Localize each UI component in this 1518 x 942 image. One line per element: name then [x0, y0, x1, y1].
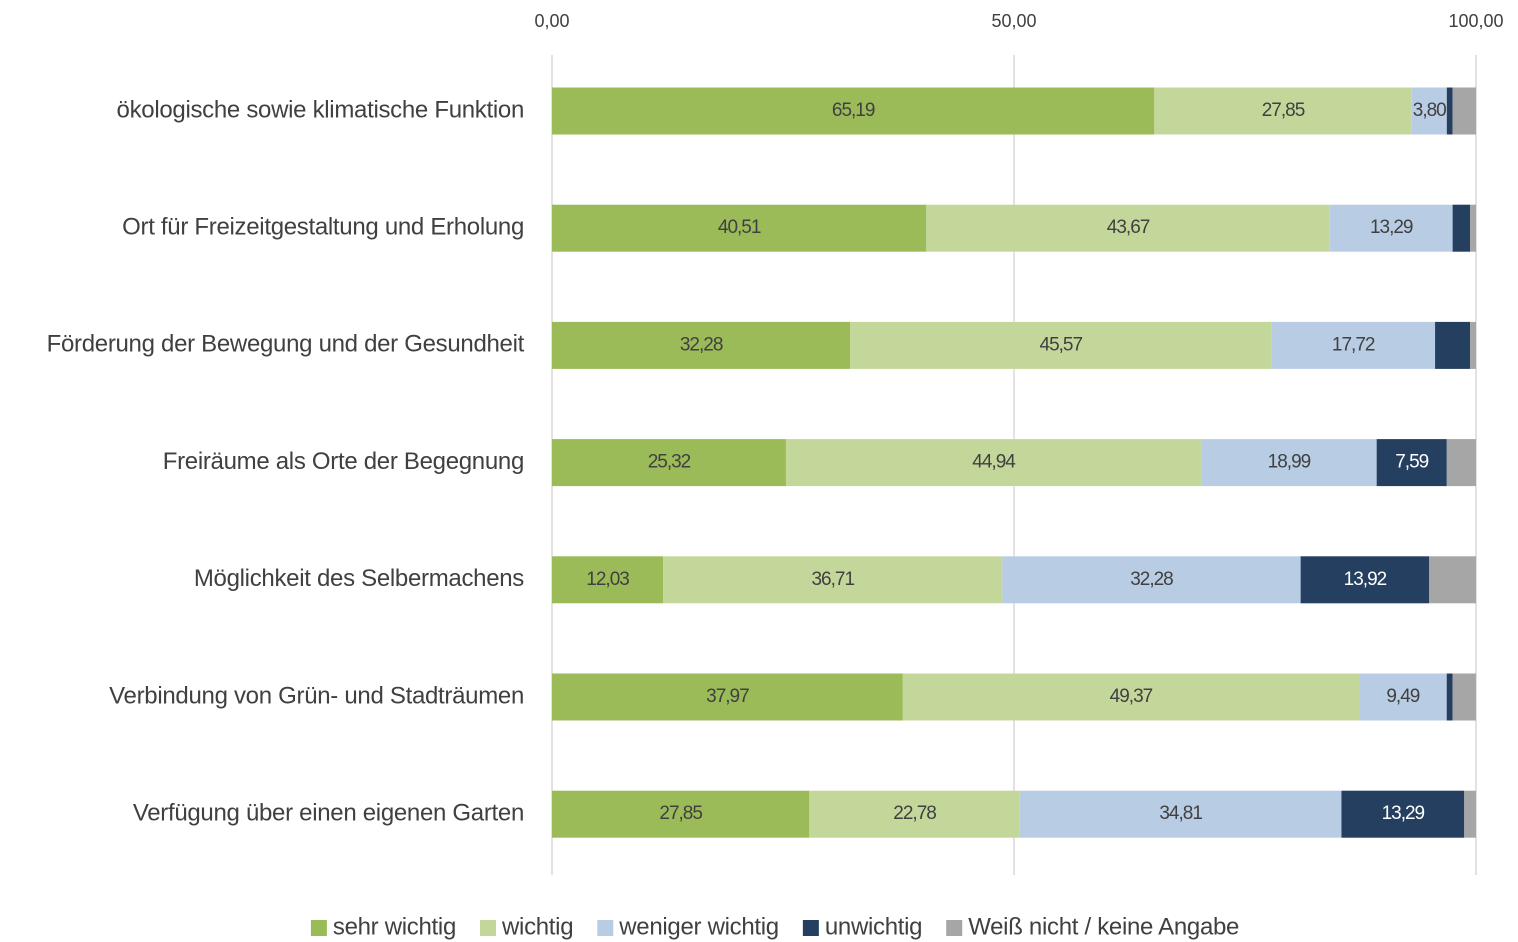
data-label: 43,67: [1107, 217, 1150, 238]
data-label: 13,29: [1370, 217, 1413, 238]
legend-label: unwichtig: [825, 913, 922, 940]
bar-segment: [785, 439, 1202, 487]
category-label: Verbindung von Grün- und Stadträumen: [109, 682, 524, 709]
bar-segment: [1300, 556, 1430, 604]
legend-label: sehr wichtig: [333, 913, 456, 940]
category-label: Förderung der Bewegung und der Gesundhei…: [47, 331, 525, 358]
bar-segment: [552, 556, 664, 604]
bar-segment: [552, 673, 903, 721]
bar-segment: [1271, 321, 1436, 369]
data-label: 9,49: [1386, 686, 1419, 707]
bar-segment: [1002, 556, 1301, 604]
legend-label: weniger wichtig: [618, 913, 779, 940]
x-tick-label: 100,00: [1448, 11, 1503, 31]
data-label: 25,32: [648, 452, 691, 473]
bar-segment: [1411, 87, 1447, 135]
data-label: 45,57: [1040, 334, 1083, 355]
bar-segment: [1359, 673, 1447, 721]
bar-segment: [1446, 673, 1453, 721]
data-label: 32,28: [680, 334, 723, 355]
bar-segment: [1201, 439, 1377, 487]
data-label: 40,51: [718, 217, 761, 238]
legend-swatch: [310, 920, 327, 936]
bar-segment: [809, 790, 1020, 838]
bar-segment: [552, 790, 810, 838]
data-label: 27,85: [659, 803, 702, 824]
data-label: 13,29: [1382, 803, 1425, 824]
category-label: Verfügung über einen eigenen Garten: [133, 800, 524, 827]
x-tick-label: 50,00: [991, 11, 1036, 31]
data-label: 22,78: [893, 803, 936, 824]
data-label: 3,80: [1413, 100, 1446, 121]
category-label: ökologische sowie klimatische Funktion: [117, 96, 524, 123]
data-label: 36,71: [811, 569, 854, 590]
x-tick-label: 0,00: [534, 11, 569, 31]
bar-segment: [1154, 87, 1412, 135]
bar-segment: [1329, 204, 1453, 252]
data-label: 49,37: [1110, 686, 1153, 707]
data-label: 7,59: [1395, 452, 1428, 473]
category-label: Freiräume als Orte der Begegnung: [163, 448, 524, 475]
legend-swatch: [946, 920, 963, 936]
legend-swatch: [597, 920, 614, 936]
bar-segment: [552, 321, 851, 369]
bar-segment: [552, 87, 1155, 135]
category-label: Ort für Freizeitgestaltung und Erholung: [122, 214, 524, 241]
data-label: 27,85: [1262, 100, 1305, 121]
bar-segment: [1341, 790, 1465, 838]
bar-segment: [1464, 790, 1476, 838]
bar-segment: [1452, 673, 1476, 721]
bar-segment: [1435, 321, 1471, 369]
legend-swatch: [480, 920, 497, 936]
bar-segment: [1376, 439, 1447, 487]
bar-segment: [902, 673, 1360, 721]
bar-segment: [1470, 204, 1476, 252]
bar-segment: [1452, 204, 1471, 252]
data-label: 65,19: [832, 100, 875, 121]
bar-segment: [1470, 321, 1476, 369]
category-label: Möglichkeit des Selbermachens: [194, 565, 524, 592]
bar-segment: [850, 321, 1272, 369]
data-label: 37,97: [706, 686, 749, 707]
bar-segment: [1446, 87, 1453, 135]
bar-segment: [552, 439, 786, 487]
bar-segment: [1429, 556, 1476, 604]
bar-segment: [1452, 87, 1476, 135]
bar-segment: [552, 204, 927, 252]
data-label: 32,28: [1130, 569, 1173, 590]
bar-segment: [1446, 439, 1476, 487]
bar-segment: [663, 556, 1003, 604]
data-label: 44,94: [972, 452, 1016, 473]
bar-segment: [926, 204, 1330, 252]
legend-label: Weiß nicht / keine Angabe: [968, 913, 1239, 940]
legend-swatch: [802, 920, 819, 936]
data-label: 17,72: [1332, 334, 1375, 355]
bar-segment: [1019, 790, 1342, 838]
data-label: 13,92: [1344, 569, 1387, 590]
data-label: 34,81: [1159, 803, 1202, 824]
data-label: 18,99: [1268, 452, 1311, 473]
data-label: 12,03: [586, 569, 629, 590]
legend-label: wichtig: [501, 913, 573, 940]
